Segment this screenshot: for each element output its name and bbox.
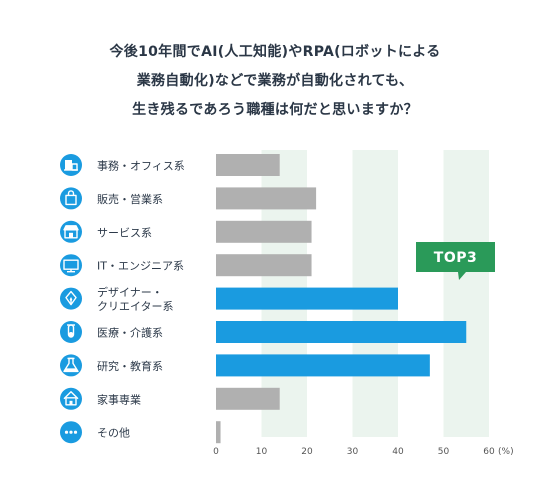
category-label: 研究・教育系 [97, 359, 163, 373]
x-unit-label: (%) [498, 447, 514, 457]
x-tick-label: 40 [392, 447, 404, 457]
more-dots-icon [60, 421, 82, 444]
title-line-1: 今後10年間でAI(人工知能)やRPA(ロボットによる [109, 44, 441, 60]
house-icon [60, 387, 82, 410]
bar [216, 321, 467, 343]
bar [216, 354, 430, 377]
x-tick-label: 10 [256, 447, 268, 457]
shopping-bag-icon [60, 187, 82, 210]
bar [216, 387, 280, 410]
category-label: 医療・介護系 [97, 326, 163, 340]
x-tick-label: 0 [213, 447, 219, 457]
category-label: 家事専業 [97, 392, 141, 406]
bar [216, 287, 398, 310]
x-tick-label: 50 [438, 447, 450, 457]
flask-icon [60, 354, 82, 377]
title-line-2: 業務自動化)などで業務が自動化されても、 [136, 73, 414, 89]
category-label: 事務・オフィス系 [97, 159, 185, 173]
top3-badge [416, 242, 495, 280]
bar [216, 154, 280, 176]
chart-title: 今後10年間でAI(人工知能)やRPA(ロボットによる 業務自動化)などで業務が… [0, 38, 550, 125]
monitor-icon [60, 254, 82, 277]
category-label: サービス系 [97, 226, 152, 239]
pen-icon [60, 287, 82, 310]
category-label: その他 [97, 427, 130, 440]
category-label: IT・エンジニア系 [97, 260, 184, 273]
store-icon [60, 220, 82, 243]
top3-badge-text: TOP3 [434, 250, 477, 266]
grid-band [443, 150, 489, 437]
bar [216, 421, 221, 444]
bar [216, 187, 317, 210]
office-icon [60, 154, 82, 176]
bar [216, 220, 312, 243]
category-label: デザイナー・クリエイター系 [97, 285, 174, 313]
category-label: 販売・営業系 [97, 192, 163, 206]
x-tick-label: 60 [483, 447, 495, 457]
bar [216, 254, 312, 277]
x-tick-label: 20 [301, 447, 313, 457]
x-tick-label: 30 [347, 447, 359, 457]
title-line-3: 生き残るであろう職種は何だと思いますか？ [132, 102, 418, 118]
test-tube-icon [60, 321, 82, 343]
